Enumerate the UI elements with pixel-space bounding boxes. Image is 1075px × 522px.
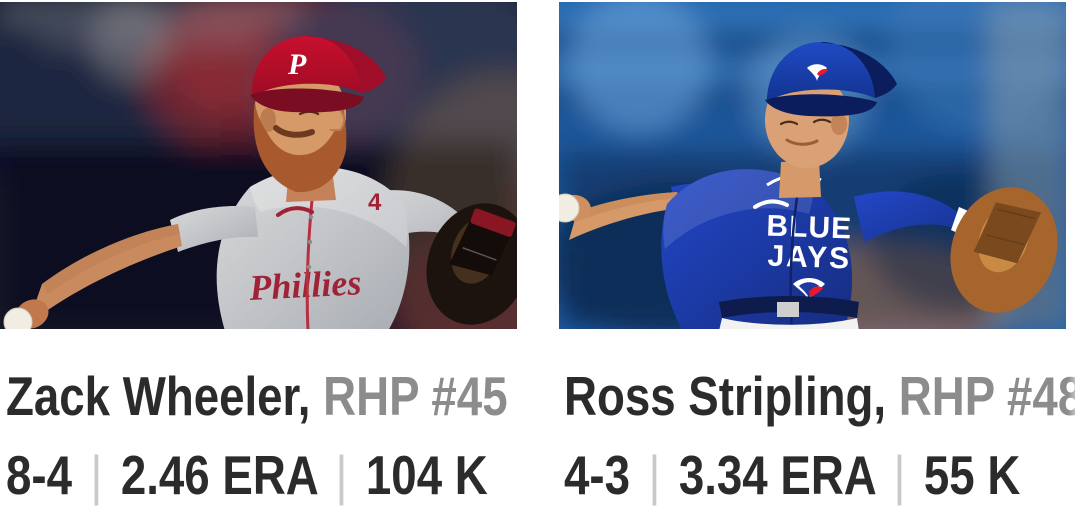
svg-text:Phillies: Phillies: [247, 262, 362, 308]
svg-text:JAYS: JAYS: [767, 240, 852, 276]
svg-text:4: 4: [368, 189, 382, 216]
svg-text:P: P: [287, 48, 307, 81]
